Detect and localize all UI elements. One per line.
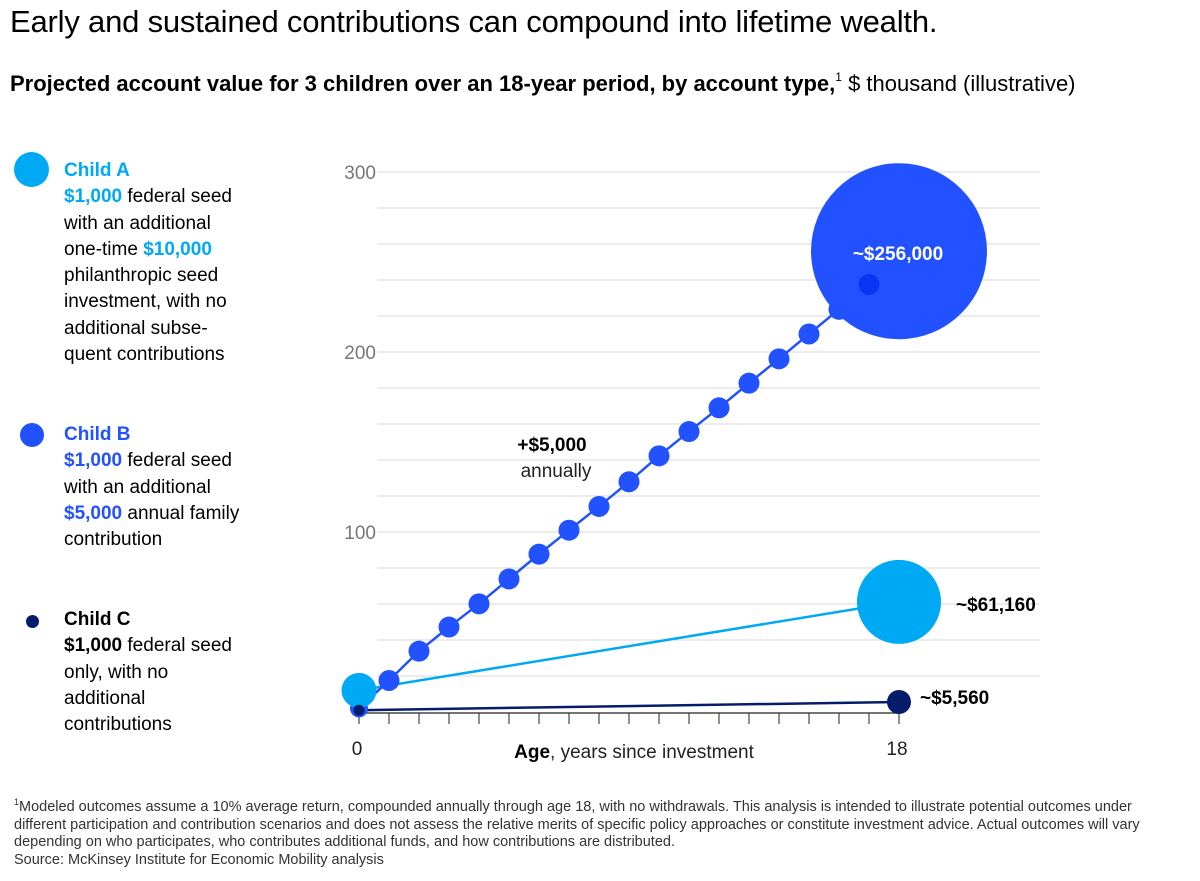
legend-text-child-b: Child B $1,000 federal seed with an addi… [64,422,254,553]
data-point-child-c [353,704,365,716]
data-point-child-b [828,298,850,320]
legend-description: federal seed only, with no additional co… [64,635,232,736]
legend-value: $5,000 [64,502,123,524]
data-point-child-b [648,445,670,467]
legend-marker-child-c [26,615,39,628]
data-point-child-b [528,543,550,565]
data-point-child-b [858,274,880,295]
legend-text-child-c: Child C $1,000 federal seed only, with n… [64,607,254,738]
data-point-child-b [811,163,987,340]
subtitle-main: Projected account value for 3 children o… [10,71,836,96]
data-point-child-b [768,348,790,370]
y-tick-label: 200 [344,343,376,364]
subtitle-unit: $ thousand (illustrative) [841,71,1076,96]
legend-description: federal seed with an additional one-time [64,186,232,260]
legend-name-child-a: Child A [64,160,130,181]
series-line-child-a [358,600,900,692]
x-axis-label: Age, years since investment [514,742,754,763]
data-point-child-b [558,519,580,541]
data-point-child-b [708,397,730,419]
legend-description: philanthropic seed investment, with no a… [64,265,227,366]
y-tick-label: 100 [344,523,376,544]
legend-value: $1,000 [64,186,123,208]
legend-name-child-b: Child B [64,424,131,445]
data-label-child-c: ~$5,560 [920,688,989,709]
legend-value: $10,000 [143,238,212,260]
data-point-child-b [498,568,520,590]
data-point-child-c [887,689,911,714]
y-tick-label: 300 [344,163,376,184]
data-point-child-b [738,372,760,394]
chart-subtitle: Projected account value for 3 children o… [10,70,1076,97]
legend-description: federal seed with an additional [64,450,232,498]
chart-plot-area: 100 200 300 0 18 Age, years since investment ~… [341,163,1040,763]
legend-description: annual family contribution [64,502,240,551]
data-point-child-b [468,593,490,615]
annotation-text: annually [521,461,592,482]
legend-value: $1,000 [64,450,123,472]
data-label-child-b: ~$256,000 [853,244,943,265]
subtitle-footnote-marker: 1 [835,70,842,84]
data-point-child-b [588,495,610,517]
legend-name-child-c: Child C [64,609,131,630]
data-label-child-a: ~$61,160 [956,595,1036,616]
source-text: Source: McKinsey Institute for Economic … [14,851,384,868]
footnote: 1Modeled outcomes assume a 10% average r… [8,794,1178,869]
x-tick-label: 18 [886,739,907,760]
x-tick-label: 0 [352,739,363,760]
series-line-child-c [358,700,900,712]
chart-title: Early and sustained contributions can co… [10,4,938,39]
data-point-child-a [857,559,941,644]
footnote-marker: 1 [14,797,20,807]
footnote-text: Modeled outcomes assume a 10% average re… [14,799,1140,850]
legend-marker-child-a [14,152,49,187]
legend-text-child-a: Child A $1,000 federal seed with an addi… [64,158,254,368]
legend-marker-child-b [20,423,44,447]
annotation-value: +$5,000 [517,435,586,456]
data-point-child-a [341,672,377,708]
legend-value: $1,000 [64,635,123,657]
data-point-child-b [798,323,820,345]
data-point-child-b [438,616,460,638]
data-point-child-b [618,471,640,493]
data-point-child-b [378,670,400,691]
data-point-child-b [408,640,430,662]
data-point-child-b [678,421,700,443]
